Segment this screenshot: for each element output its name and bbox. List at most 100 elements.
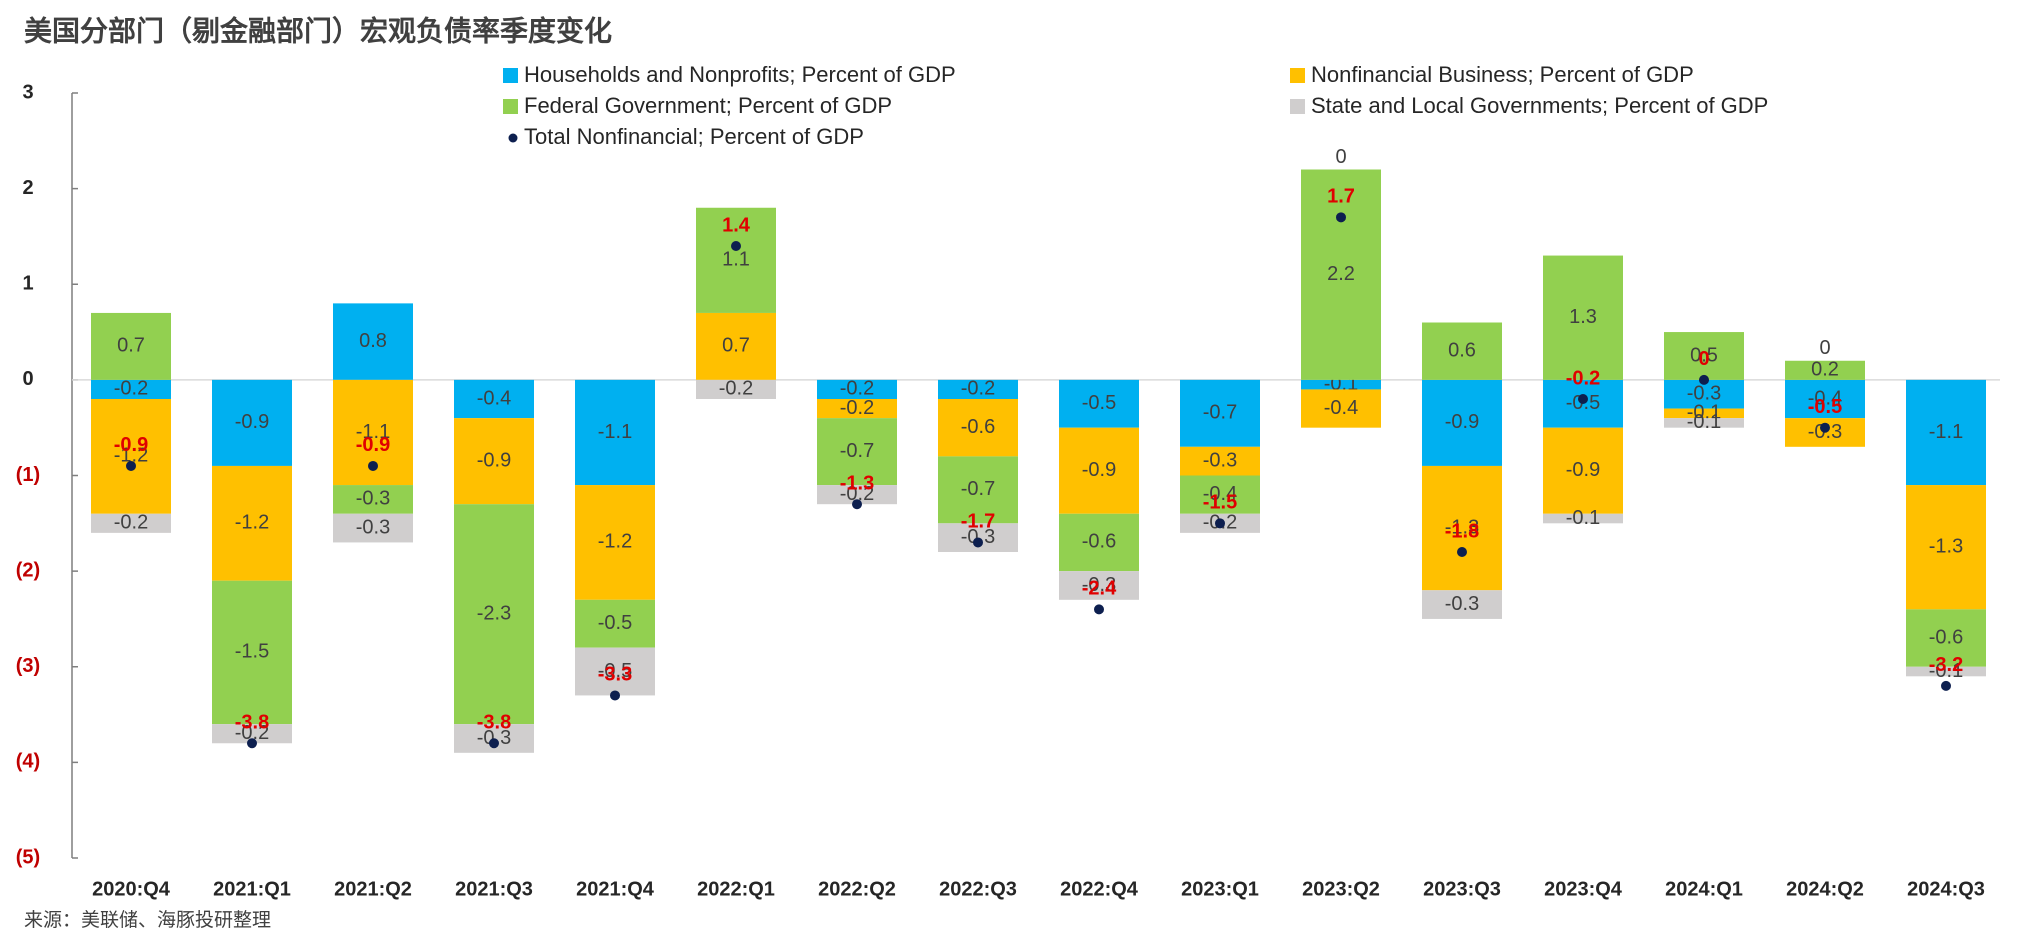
data-label: -0.4: [1203, 483, 1237, 505]
data-label: -0.7: [1203, 402, 1237, 424]
total-marker: [126, 460, 136, 471]
total-label: -1.5: [1203, 492, 1237, 514]
total-marker: [1699, 374, 1709, 385]
bar-segment: [575, 647, 655, 696]
data-label: -0.3: [477, 727, 511, 749]
data-label: -0.3: [356, 488, 390, 510]
legend-label: State and Local Governments; Percent of …: [1311, 93, 1768, 118]
bar-segment: [696, 379, 776, 399]
bar-segment: [938, 399, 1018, 457]
data-label: 0.6: [1448, 339, 1476, 361]
y-tick-label: 0: [22, 368, 33, 390]
data-label: -0.2: [840, 378, 874, 400]
total-marker: [731, 241, 741, 251]
data-label: 1.3: [1569, 306, 1597, 328]
bar-segment: [212, 724, 292, 744]
legend-label: Federal Government; Percent of GDP: [524, 93, 892, 118]
bar-segment: [212, 465, 292, 581]
bar-segment: [1059, 427, 1139, 514]
data-label: -1.2: [235, 512, 269, 534]
data-label: -0.3: [356, 516, 390, 538]
total-marker: [1578, 394, 1588, 404]
bar-segment: [1301, 379, 1381, 390]
data-label: 0.8: [359, 330, 387, 352]
data-label: -0.2: [961, 378, 995, 400]
bar-segment: [1422, 590, 1502, 619]
data-label: -2.3: [477, 602, 511, 624]
y-tick-label: 1: [22, 273, 33, 295]
x-tick-label: 2021:Q2: [334, 878, 412, 900]
bar-segment: [1422, 379, 1502, 466]
data-label: -0.1: [1566, 507, 1600, 529]
y-tick-label: (3): [16, 655, 40, 677]
bar-segment: [696, 207, 776, 313]
legend-swatch: [503, 68, 518, 83]
bar-segment: [696, 312, 776, 380]
bar-segment: [1543, 255, 1623, 380]
data-label: -1.1: [598, 421, 632, 443]
data-label: -0.2: [719, 378, 753, 400]
bar-segment: [1301, 169, 1381, 380]
data-label: 0.7: [722, 335, 750, 357]
total-label: 1.4: [722, 214, 751, 236]
bar-segment: [1543, 513, 1623, 524]
source: 来源：美联储、海豚投研整理: [24, 909, 271, 931]
data-label: -0.7: [840, 440, 874, 462]
x-tick-label: 2022:Q3: [939, 878, 1017, 900]
total-label: -0.9: [356, 434, 390, 456]
bar-segment: [212, 580, 292, 725]
bar-segment: [1180, 446, 1260, 476]
x-tick-label: 2024:Q2: [1786, 878, 1864, 900]
legend-swatch: [503, 99, 518, 114]
data-label: -1.5: [235, 641, 269, 663]
total-marker: [1336, 212, 1346, 223]
bar-segment: [212, 379, 292, 466]
bar-segment: [1059, 571, 1139, 600]
bar-segment: [91, 379, 171, 399]
legend-label: Households and Nonprofits; Percent of GD…: [524, 62, 956, 87]
data-label: 0: [1819, 337, 1830, 359]
data-label: 1.1: [722, 249, 750, 271]
total-label: -3.3: [598, 664, 632, 686]
data-label: -1.1: [1929, 421, 1963, 443]
bar-segment: [1301, 389, 1381, 428]
bar-segment: [1906, 609, 1986, 667]
data-label: -0.4: [1808, 387, 1842, 409]
bar-segment: [938, 379, 1018, 399]
total-label: -3.8: [235, 712, 269, 734]
total-label: 0: [1698, 348, 1709, 370]
data-label: 0.7: [117, 335, 145, 357]
bar-segment: [1785, 360, 1865, 380]
data-label: -0.7: [961, 478, 995, 500]
bar-segment: [817, 418, 897, 486]
total-marker: [368, 460, 378, 471]
x-tick-label: 2022:Q4: [1060, 878, 1139, 900]
data-label: -0.3: [1687, 383, 1721, 405]
data-label: -0.9: [477, 449, 511, 471]
y-tick-label: (1): [16, 464, 40, 486]
bar-segment: [1180, 379, 1260, 447]
data-label: -1.3: [1445, 516, 1479, 538]
bar-segment: [454, 379, 534, 419]
bar-segment: [333, 303, 413, 380]
bar-segment: [1664, 418, 1744, 428]
total-label: 1.7: [1327, 186, 1355, 208]
total-marker: [1215, 518, 1225, 529]
total-label: -1.3: [840, 472, 874, 494]
total-label: -0.9: [114, 434, 148, 456]
data-label: -0.9: [1566, 459, 1600, 481]
data-label: -0.6: [961, 416, 995, 438]
total-label: -1.7: [961, 511, 995, 533]
total-label: -3.2: [1929, 654, 1963, 676]
chart-title: 美国分部门（剔金融部门）宏观负债率季度变化: [24, 14, 612, 46]
bar-segment: [91, 312, 171, 380]
data-label: -0.2: [840, 483, 874, 505]
legend-label: Nonfinancial Business; Percent of GDP: [1311, 62, 1694, 87]
data-label: -0.3: [1445, 593, 1479, 615]
data-label: -1.3: [1929, 536, 1963, 558]
legend-marker: [508, 133, 518, 143]
data-label: 0: [1335, 146, 1346, 168]
bar-segment: [333, 485, 413, 514]
total-marker: [1094, 604, 1104, 615]
x-tick-label: 2022:Q2: [818, 878, 896, 900]
